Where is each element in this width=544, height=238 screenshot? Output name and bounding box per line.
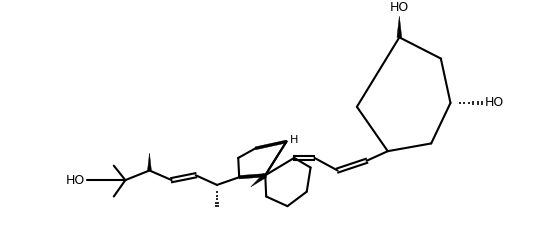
Polygon shape: [239, 174, 265, 179]
Text: H: H: [290, 135, 299, 145]
Polygon shape: [255, 140, 287, 150]
Polygon shape: [251, 174, 267, 187]
Text: HO: HO: [484, 96, 504, 109]
Text: HO: HO: [66, 174, 85, 187]
Polygon shape: [147, 153, 151, 170]
Text: HO: HO: [390, 1, 409, 14]
Polygon shape: [397, 16, 402, 37]
